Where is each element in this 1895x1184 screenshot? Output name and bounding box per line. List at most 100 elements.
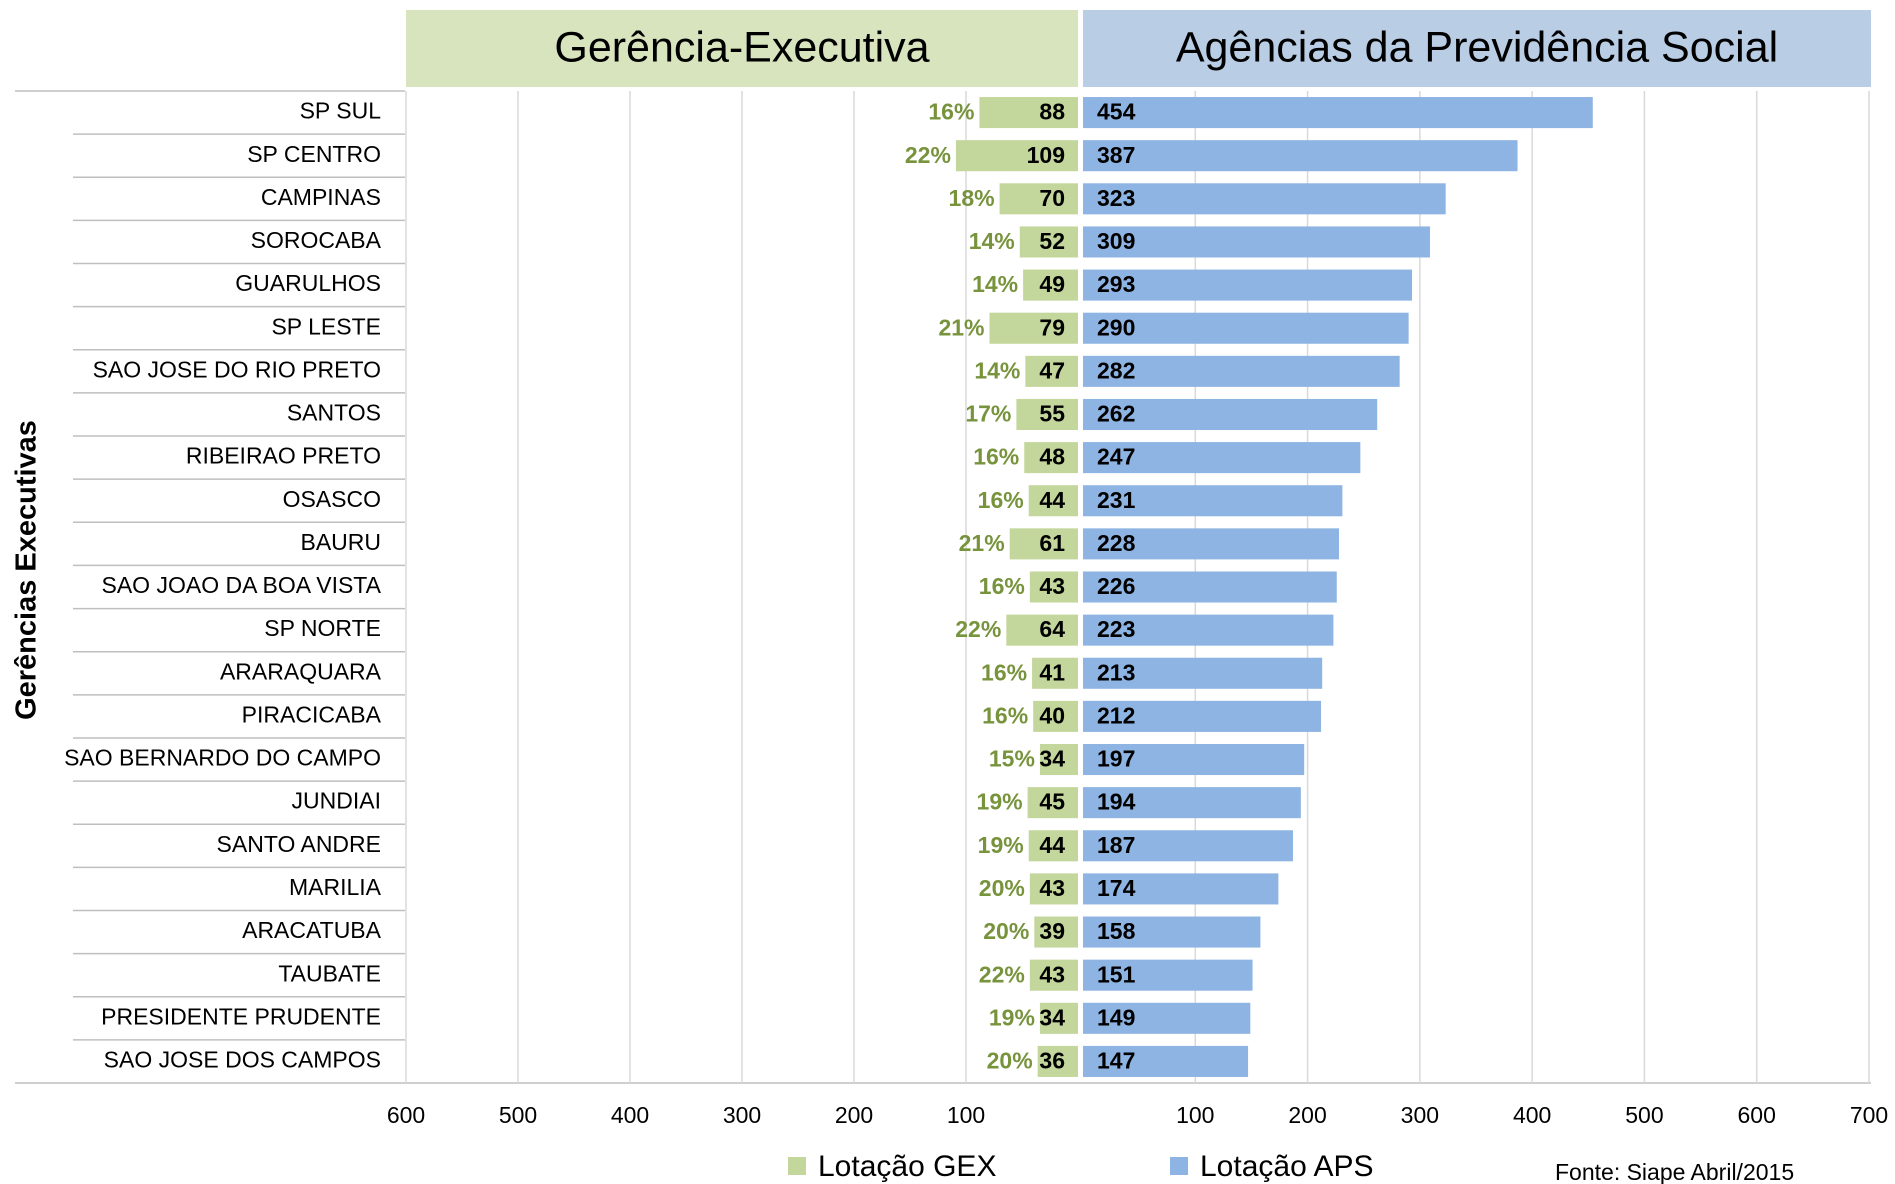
value-label: 55: [1039, 401, 1065, 427]
bar: [1083, 1002, 1251, 1034]
value-label: 247: [1097, 444, 1135, 470]
value-label: 223: [1097, 616, 1135, 642]
value-label: 61: [1039, 530, 1065, 556]
value-label: 109: [1027, 142, 1065, 168]
bar: [1025, 355, 1078, 387]
bar: [1024, 442, 1078, 474]
share-label: 19%: [978, 832, 1024, 858]
value-label: 226: [1097, 573, 1135, 599]
value-label: 45: [1039, 789, 1065, 815]
bar: [1083, 312, 1409, 344]
value-label: 39: [1039, 918, 1065, 944]
bar: [1083, 873, 1279, 905]
category-label: SAO BERNARDO DO CAMPO: [64, 745, 381, 771]
category-label: GUARULHOS: [235, 270, 381, 296]
value-label: 43: [1039, 961, 1065, 987]
category-label: SP NORTE: [264, 615, 381, 641]
share-label: 19%: [977, 789, 1023, 815]
bar: [1033, 700, 1078, 732]
bar: [989, 312, 1078, 344]
value-label: 44: [1039, 487, 1065, 513]
category-label: SOROCABA: [251, 227, 382, 253]
value-label: 48: [1039, 444, 1065, 470]
value-label: 79: [1039, 314, 1065, 340]
bar: [1028, 830, 1078, 862]
bar: [1029, 571, 1078, 603]
bar: [1027, 787, 1078, 819]
value-label: 174: [1097, 875, 1136, 901]
bar: [1034, 916, 1078, 948]
bar: [1083, 355, 1400, 387]
share-label: 16%: [978, 487, 1024, 513]
share-label: 16%: [982, 702, 1028, 728]
bar: [1083, 614, 1334, 646]
share-label: 18%: [949, 185, 995, 211]
bar: [1083, 657, 1323, 689]
category-label: RIBEIRAO PRETO: [186, 443, 381, 469]
x-tick-label: 100: [947, 1102, 985, 1128]
panel-header-right: [1083, 10, 1871, 87]
value-label: 282: [1097, 357, 1135, 383]
value-label: 158: [1097, 918, 1136, 944]
share-label: 16%: [928, 99, 974, 125]
value-label: 70: [1039, 185, 1065, 211]
x-tick-label: 500: [499, 1102, 537, 1128]
bar: [1083, 700, 1322, 732]
bar: [1083, 485, 1343, 517]
category-label: SAO JOAO DA BOA VISTA: [102, 572, 382, 598]
category-label: ARARAQUARA: [220, 658, 382, 684]
share-label: 14%: [974, 357, 1020, 383]
value-label: 293: [1097, 271, 1135, 297]
value-label: 64: [1039, 616, 1065, 642]
category-label: CAMPINAS: [261, 184, 381, 210]
share-label: 15%: [989, 746, 1035, 772]
share-label: 21%: [959, 530, 1005, 556]
category-label: JUNDIAI: [292, 788, 381, 814]
x-tick-label: 400: [611, 1102, 649, 1128]
category-label: PIRACICABA: [242, 701, 382, 727]
share-label: 22%: [955, 616, 1001, 642]
value-label: 194: [1097, 789, 1136, 815]
bar: [1083, 183, 1446, 215]
x-tick-label: 300: [723, 1102, 761, 1128]
value-label: 228: [1097, 530, 1136, 556]
value-label: 36: [1039, 1048, 1065, 1074]
share-label: 16%: [981, 659, 1027, 685]
bar: [1039, 743, 1078, 776]
value-label: 34: [1039, 1004, 1065, 1030]
bar: [1016, 398, 1078, 431]
value-label: 212: [1097, 702, 1135, 728]
value-label: 40: [1039, 702, 1065, 728]
bar: [1083, 398, 1378, 431]
value-label: 187: [1097, 832, 1135, 858]
value-label: 88: [1039, 99, 1065, 125]
value-label: 309: [1097, 228, 1135, 254]
bar: [979, 97, 1078, 129]
bar: [1083, 226, 1430, 258]
source: Fonte: Siape Abril/2015: [1555, 1159, 1794, 1184]
bar: [1083, 97, 1593, 129]
value-label: 41: [1039, 659, 1065, 685]
category-label: SP SUL: [300, 98, 382, 124]
bar: [1023, 269, 1078, 301]
x-tick-label: 400: [1513, 1102, 1551, 1128]
panel-title: Gerência-Executiva: [554, 23, 929, 71]
x-tick-label: 200: [1288, 1102, 1326, 1128]
category-label: ARACATUBA: [242, 917, 382, 943]
bar: [1083, 743, 1305, 776]
panel-title: Agências da Previdência Social: [1176, 23, 1778, 71]
x-tick-label: 700: [1850, 1102, 1888, 1128]
legend-swatch: [788, 1157, 806, 1175]
value-label: 151: [1097, 961, 1136, 987]
value-label: 197: [1097, 746, 1135, 772]
bar: [1083, 442, 1361, 474]
category-label: OSASCO: [283, 486, 381, 512]
bar: [1032, 657, 1078, 689]
legend-label: Lotação APS: [1200, 1150, 1373, 1183]
value-label: 262: [1097, 401, 1135, 427]
value-label: 213: [1097, 659, 1135, 685]
bar: [1083, 830, 1293, 862]
bar: [1039, 1002, 1078, 1034]
y-axis-label: Gerências Executivas: [11, 420, 43, 720]
